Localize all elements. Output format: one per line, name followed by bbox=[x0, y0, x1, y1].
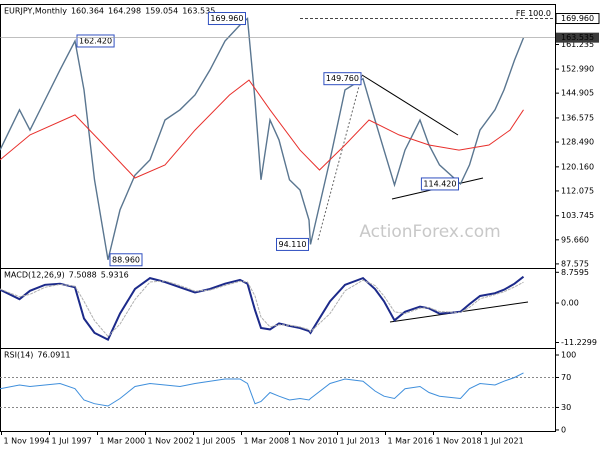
series-line bbox=[0, 275, 525, 341]
x-tick-label: 1 Mar 2008 bbox=[244, 437, 290, 446]
value-label: 162.420 bbox=[79, 36, 112, 45]
reading: 164.298 bbox=[108, 7, 141, 16]
y-tick-label: 128.490 bbox=[561, 138, 594, 147]
value-label-box bbox=[276, 237, 309, 251]
x-tick-label: 1 Nov 1994 bbox=[4, 437, 50, 446]
x-tick-label: 1 Jul 1997 bbox=[52, 437, 92, 446]
watermark: ActionForex.com bbox=[359, 222, 500, 242]
y-tick-label: 152.990 bbox=[561, 65, 594, 74]
y-tick-label: 8.7595 bbox=[561, 268, 589, 277]
rsi-panel bbox=[0, 348, 556, 432]
y-tick-label: 30 bbox=[561, 403, 571, 412]
reference-label: 169.960 bbox=[561, 14, 594, 23]
value-label-box bbox=[207, 12, 246, 26]
series-line bbox=[0, 79, 524, 179]
value-label: 169.960 bbox=[210, 14, 243, 23]
y-tick-label: 161.235 bbox=[561, 40, 594, 49]
reading: 163.535 bbox=[182, 7, 215, 16]
x-tick-label: 1 Jul 2021 bbox=[484, 437, 524, 446]
trend-line bbox=[361, 74, 459, 136]
y-tick-label: 0 bbox=[561, 425, 566, 434]
y-tick-label: 95.660 bbox=[561, 235, 589, 244]
y-tick-label: 0.00 bbox=[561, 299, 579, 308]
y-tick-label: 120.160 bbox=[561, 162, 594, 171]
y-tick-label: -11.2299 bbox=[561, 338, 597, 347]
plot-layer: EURJPY,Monthly 160.364 164.298 159.054 163.5… bbox=[0, 7, 600, 446]
reading: 159.054 bbox=[145, 7, 178, 16]
reading: 5.9316 bbox=[101, 271, 129, 280]
x-tick-label: 1 Jul 2005 bbox=[196, 437, 236, 446]
x-tick-label: 1 Jul 2013 bbox=[340, 437, 380, 446]
panel-title: MACD(12,26,9) bbox=[4, 271, 65, 280]
trend-line bbox=[317, 74, 363, 241]
panel-title: RSI(14) bbox=[4, 351, 33, 360]
series-line bbox=[0, 279, 524, 338]
series-line bbox=[0, 17, 525, 260]
value-label: 114.420 bbox=[423, 179, 456, 188]
value-label-box bbox=[420, 177, 459, 191]
reading: 76.0911 bbox=[37, 351, 70, 360]
reference-name: FE 100.0 bbox=[516, 9, 551, 18]
x-tick-label: 1 Mar 2000 bbox=[100, 437, 146, 446]
last-price-box bbox=[556, 32, 599, 43]
y-tick-label: 100 bbox=[561, 350, 576, 359]
value-label-box bbox=[109, 253, 143, 267]
y-tick-label: 136.575 bbox=[561, 113, 594, 122]
value-label-box bbox=[76, 34, 115, 48]
y-tick-label: 103.745 bbox=[561, 211, 594, 220]
value-label: 94.110 bbox=[279, 240, 307, 249]
y-tick-label: 112.075 bbox=[561, 186, 594, 195]
y-tick-label: 87.575 bbox=[561, 259, 589, 268]
last-price-label: 163.535 bbox=[561, 33, 594, 42]
panel-title: EURJPY,Monthly bbox=[4, 7, 67, 16]
value-label: 88.960 bbox=[112, 255, 140, 264]
series-line bbox=[0, 372, 524, 407]
x-tick-label: 1 Nov 2002 bbox=[148, 437, 194, 446]
y-tick-label: 144.905 bbox=[561, 89, 594, 98]
x-tick-label: 1 Nov 2018 bbox=[436, 437, 482, 446]
reading: 160.364 bbox=[71, 7, 104, 16]
y-tick-label: 70 bbox=[561, 373, 571, 382]
value-label: 149.760 bbox=[326, 74, 359, 83]
x-tick-label: 1 Nov 2010 bbox=[292, 437, 338, 446]
x-tick-label: 1 Mar 2016 bbox=[388, 437, 434, 446]
reference-box bbox=[555, 13, 600, 25]
reading: 7.5088 bbox=[69, 271, 97, 280]
value-label-box bbox=[323, 72, 362, 86]
